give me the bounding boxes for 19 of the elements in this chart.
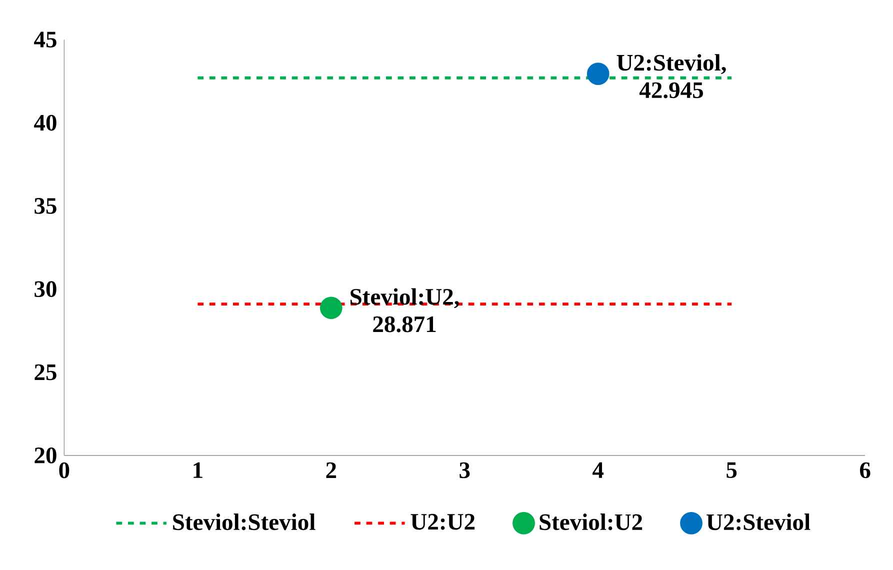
x-tick-label: 1	[194, 462, 202, 478]
legend-label: Steviol:Steviol	[173, 514, 316, 530]
y-tick-label: 35	[34, 198, 56, 214]
x-tick-label: 5	[726, 462, 737, 478]
x-tick-label: 0	[59, 462, 70, 478]
x-tick-label: 2	[326, 462, 336, 478]
y-tick-label: 30	[34, 281, 56, 298]
annotation: Steviol:U2, 28.871	[350, 288, 459, 332]
y-tick-label: 45	[34, 32, 56, 48]
legend-label: Steviol:U2	[540, 514, 642, 530]
legend-label: U2:U2	[410, 514, 475, 530]
legend-label: U2:Steviol	[706, 514, 810, 530]
y-tick-label: 40	[34, 114, 56, 131]
x-tick-label: 3	[460, 462, 470, 478]
x-tick-label: 6	[860, 462, 870, 478]
y-tick-label: 25	[34, 364, 56, 380]
annotation: U2:Steviol, 42.945	[616, 54, 726, 98]
y-tick-label: 20	[34, 448, 56, 464]
x-tick-label: 4	[592, 462, 604, 478]
